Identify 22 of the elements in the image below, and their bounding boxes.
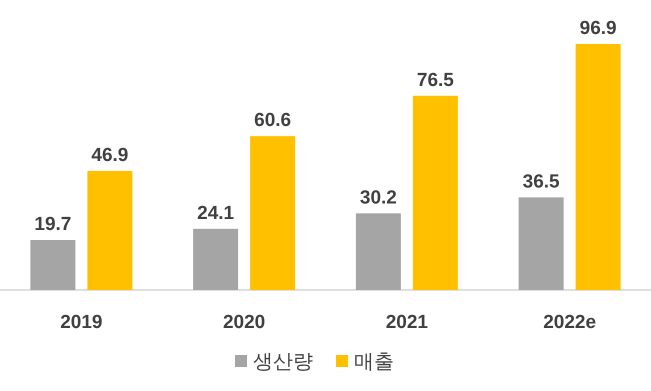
x-tick-label: 2022e	[543, 312, 596, 333]
x-tick-label: 2020	[222, 312, 266, 333]
bar	[250, 136, 296, 290]
data-label: 60.6	[254, 110, 292, 132]
bar	[576, 44, 621, 290]
data-label: 30.2	[360, 187, 397, 208]
bar	[193, 228, 238, 290]
x-tick-label: 2021	[386, 312, 428, 333]
bar	[87, 170, 132, 290]
data-label: 46.9	[91, 144, 128, 166]
data-label: 96.9	[580, 18, 617, 39]
data-label: 19.7	[34, 214, 72, 235]
bar	[30, 240, 76, 290]
bar	[356, 213, 401, 290]
data-label: 24.1	[197, 202, 235, 224]
data-label: 36.5	[522, 171, 560, 192]
legend-label: 생산량	[253, 351, 313, 373]
bar	[412, 96, 458, 290]
x-tick-label: 2019	[60, 312, 103, 333]
legend-label: 매출	[354, 351, 394, 373]
bar	[518, 197, 564, 290]
data-label: 76.5	[416, 70, 454, 91]
